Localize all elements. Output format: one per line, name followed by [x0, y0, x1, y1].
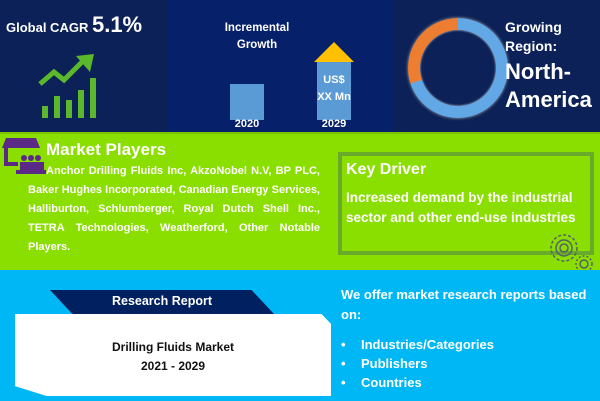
cagr-label: Global CAGR 5.1% — [6, 12, 143, 37]
cagr-value: 5.1% — [91, 12, 143, 37]
report-card — [15, 314, 331, 396]
list-item: Countries — [341, 373, 494, 392]
offer-text: We offer market research reports based o… — [341, 287, 587, 322]
research-report-tab — [50, 290, 274, 314]
growth-chart-icon — [38, 54, 96, 118]
market-players-list: Anchor Drilling Fluids Inc, AkzoNobel N.… — [28, 165, 320, 253]
research-report-label: Research Report — [111, 294, 213, 308]
key-driver-box — [338, 152, 594, 255]
offer-list: Industries/Categories Publishers Countri… — [341, 335, 494, 392]
key-driver-title: Key Driver — [346, 161, 427, 178]
list-item: Industries/Categories — [341, 335, 494, 354]
report-title: Drilling Fluids Market 2021 - 2029 — [111, 340, 234, 373]
year-start: 2020 — [234, 118, 260, 130]
region-donut-chart — [408, 18, 508, 118]
key-driver-text: Increased demand by the industrial secto… — [346, 190, 576, 225]
incremental-growth-panel — [168, 0, 393, 132]
incremental-growth-title: Incremental Growth — [224, 22, 290, 51]
market-players-title: Market Players — [46, 140, 167, 159]
incremental-value: US$ XX Mn — [317, 74, 351, 103]
bar-2029 — [317, 62, 351, 120]
market-shop-icon — [2, 138, 46, 174]
gears-icon — [550, 234, 593, 273]
growing-region-label: Growing Region: — [505, 19, 562, 54]
bar-2020 — [230, 84, 264, 120]
list-item: Publishers — [341, 354, 494, 373]
year-end: 2029 — [321, 118, 347, 130]
growing-region-name: North- America — [505, 59, 592, 112]
